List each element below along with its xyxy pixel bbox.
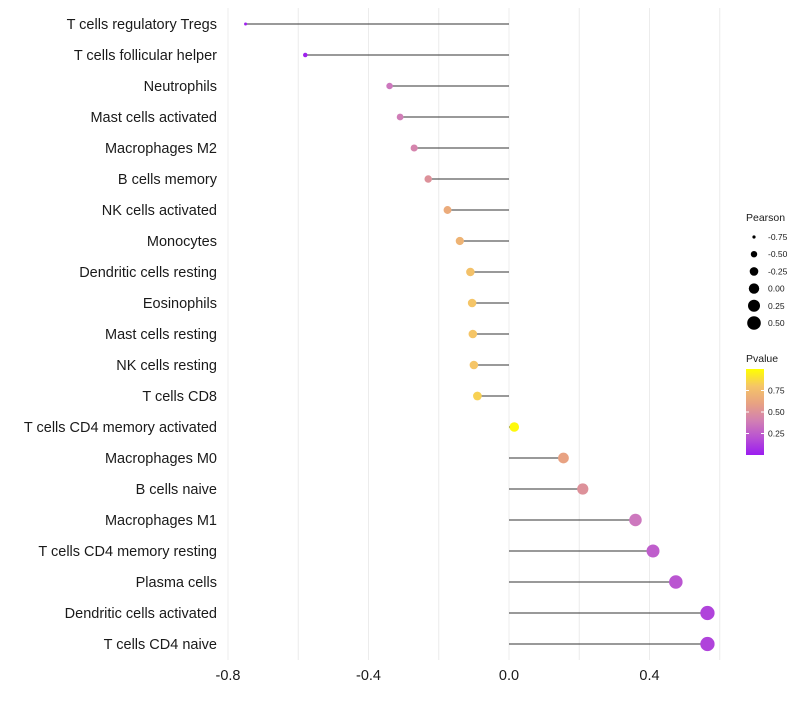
category-label-0: T cells regulatory Tregs: [67, 17, 217, 33]
category-label-18: Plasma cells: [136, 575, 217, 591]
point-1: [303, 52, 308, 58]
point-4: [410, 144, 418, 152]
x-axis-ticks: -0.8 -0.4 0.0 0.4: [216, 668, 660, 684]
point-14: [558, 452, 569, 464]
point-13: [509, 422, 520, 432]
category-label-10: Mast cells resting: [105, 327, 217, 343]
pearson-legend-dot-0: [752, 235, 756, 239]
category-label-17: T cells CD4 memory resting: [38, 544, 217, 560]
category-label-5: B cells memory: [118, 172, 218, 188]
category-label-12: T cells CD8: [142, 389, 217, 405]
point-16: [629, 513, 642, 527]
category-label-6: NK cells activated: [102, 203, 217, 219]
category-label-9: Eosinophils: [143, 296, 217, 312]
pvalue-color-legend: Pvalue 0.75 0.50 0.25: [746, 353, 785, 455]
category-label-19: Dendritic cells activated: [65, 606, 217, 622]
point-0: [244, 22, 248, 26]
point-11: [469, 360, 479, 370]
pearson-legend-label-4: 0.25: [768, 301, 785, 311]
point-layer: [244, 22, 715, 652]
pvalue-legend-label-1: 0.50: [768, 407, 785, 417]
category-label-3: Mast cells activated: [90, 110, 217, 126]
pearson-legend-label-2: -0.25: [768, 266, 788, 276]
point-9: [467, 298, 477, 308]
pearson-legend-label-3: 0.00: [768, 284, 785, 294]
category-label-1: T cells follicular helper: [74, 48, 217, 64]
x-tick-label-3: 0.4: [639, 668, 659, 684]
category-label-16: Macrophages M1: [105, 513, 217, 529]
point-18: [669, 575, 683, 589]
pearson-legend-title: Pearson: [746, 212, 785, 224]
point-15: [577, 483, 589, 495]
x-tick-label-1: -0.4: [356, 668, 381, 684]
pearson-legend-dot-4: [748, 299, 760, 312]
pearson-legend-label-1: -0.50: [768, 249, 788, 259]
point-10: [468, 329, 478, 339]
pearson-legend-dot-5: [747, 316, 761, 330]
pearson-legend-dot-3: [748, 283, 760, 294]
stem-layer: [245, 23, 708, 645]
pvalue-legend-label-2: 0.25: [768, 429, 785, 439]
category-label-20: T cells CD4 naive: [104, 637, 217, 653]
category-label-7: Monocytes: [147, 234, 217, 250]
point-7: [455, 236, 464, 246]
category-label-4: Macrophages M2: [105, 141, 217, 157]
category-label-14: Macrophages M0: [105, 451, 217, 467]
pearson-size-legend: Pearson -0.75 -0.50 -0.25 0.00 0.25 0.50: [746, 212, 788, 330]
pvalue-legend-title: Pvalue: [746, 353, 778, 365]
pearson-legend-dot-2: [749, 267, 759, 276]
point-17: [646, 544, 660, 558]
category-label-2: Neutrophils: [144, 79, 217, 95]
x-tick-label-0: -0.8: [216, 668, 241, 684]
point-2: [386, 82, 393, 90]
pvalue-legend-label-0: 0.75: [768, 386, 785, 396]
category-label-11: NK cells resting: [116, 358, 217, 374]
category-label-13: T cells CD4 memory activated: [24, 420, 217, 436]
point-12: [473, 391, 482, 401]
point-5: [424, 175, 432, 183]
point-20: [700, 636, 715, 652]
point-3: [396, 113, 404, 121]
category-label-15: B cells naive: [136, 482, 217, 498]
pvalue-colorbar: [746, 369, 764, 455]
category-label-8: Dendritic cells resting: [79, 265, 217, 281]
pearson-legend-label-5: 0.50: [768, 318, 785, 328]
category-labels: T cells regulatory Tregs T cells follicul…: [24, 17, 218, 653]
point-19: [700, 605, 715, 621]
pearson-legend-dot-1: [750, 251, 758, 258]
pearson-legend-label-0: -0.75: [768, 232, 788, 242]
x-tick-label-2: 0.0: [499, 668, 519, 684]
point-6: [443, 206, 452, 214]
point-8: [466, 267, 475, 277]
